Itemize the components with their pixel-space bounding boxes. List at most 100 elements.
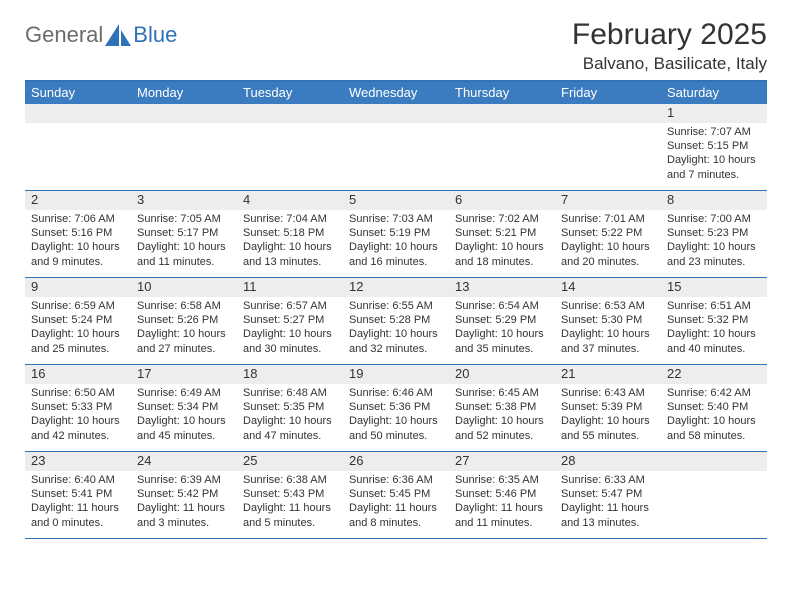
sunrise-text: Sunrise: 6:54 AM <box>455 299 549 313</box>
cell-info: Sunrise: 7:01 AMSunset: 5:22 PMDaylight:… <box>555 210 661 273</box>
cell-info: Sunrise: 6:33 AMSunset: 5:47 PMDaylight:… <box>555 471 661 534</box>
daylight-text: Daylight: 10 hours and 52 minutes. <box>455 414 549 443</box>
daylight-text: Daylight: 11 hours and 13 minutes. <box>561 501 655 530</box>
daylight-text: Daylight: 10 hours and 13 minutes. <box>243 240 337 269</box>
cell-info: Sunrise: 6:53 AMSunset: 5:30 PMDaylight:… <box>555 297 661 360</box>
daylight-text: Daylight: 10 hours and 23 minutes. <box>667 240 761 269</box>
day-header: Monday <box>131 82 237 104</box>
sunrise-text: Sunrise: 7:06 AM <box>31 212 125 226</box>
calendar-cell: 3Sunrise: 7:05 AMSunset: 5:17 PMDaylight… <box>131 191 237 277</box>
sunrise-text: Sunrise: 6:33 AM <box>561 473 655 487</box>
calendar-cell: 12Sunrise: 6:55 AMSunset: 5:28 PMDayligh… <box>343 278 449 364</box>
sunrise-text: Sunrise: 7:04 AM <box>243 212 337 226</box>
sunset-text: Sunset: 5:28 PM <box>349 313 443 327</box>
sunrise-text: Sunrise: 7:02 AM <box>455 212 549 226</box>
week-row: 9Sunrise: 6:59 AMSunset: 5:24 PMDaylight… <box>25 278 767 365</box>
sunset-text: Sunset: 5:26 PM <box>137 313 231 327</box>
calendar-cell: 7Sunrise: 7:01 AMSunset: 5:22 PMDaylight… <box>555 191 661 277</box>
sunset-text: Sunset: 5:35 PM <box>243 400 337 414</box>
sunrise-text: Sunrise: 6:42 AM <box>667 386 761 400</box>
cell-info: Sunrise: 6:45 AMSunset: 5:38 PMDaylight:… <box>449 384 555 447</box>
date-number: 20 <box>449 365 555 384</box>
sunset-text: Sunset: 5:18 PM <box>243 226 337 240</box>
calendar-cell: 13Sunrise: 6:54 AMSunset: 5:29 PMDayligh… <box>449 278 555 364</box>
cell-info: Sunrise: 6:35 AMSunset: 5:46 PMDaylight:… <box>449 471 555 534</box>
daylight-text: Daylight: 10 hours and 45 minutes. <box>137 414 231 443</box>
cell-info: Sunrise: 6:55 AMSunset: 5:28 PMDaylight:… <box>343 297 449 360</box>
calendar-cell: 18 Sunrise: 6:48 AMSunset: 5:35 PMDayligh… <box>237 365 343 451</box>
day-header: Thursday <box>449 82 555 104</box>
sunrise-text: Sunrise: 7:01 AM <box>561 212 655 226</box>
day-header: Friday <box>555 82 661 104</box>
sunset-text: Sunset: 5:36 PM <box>349 400 443 414</box>
daylight-text: Daylight: 11 hours and 3 minutes. <box>137 501 231 530</box>
cell-info: Sunrise: 7:02 AMSunset: 5:21 PMDaylight:… <box>449 210 555 273</box>
cell-info: Sunrise: 6:58 AMSunset: 5:26 PMDaylight:… <box>131 297 237 360</box>
sunrise-text: Sunrise: 6:48 AM <box>243 386 337 400</box>
date-number: 17 <box>131 365 237 384</box>
sunset-text: Sunset: 5:45 PM <box>349 487 443 501</box>
week-row: 16Sunrise: 6:50 AMSunset: 5:33 PMDayligh… <box>25 365 767 452</box>
calendar-cell: 26Sunrise: 6:36 AMSunset: 5:45 PMDayligh… <box>343 452 449 538</box>
date-number: 18 <box>237 365 343 384</box>
sunrise-text: Sunrise: 6:38 AM <box>243 473 337 487</box>
calendar-cell: 17Sunrise: 6:49 AMSunset: 5:34 PMDayligh… <box>131 365 237 451</box>
daylight-text: Daylight: 10 hours and 11 minutes. <box>137 240 231 269</box>
cell-info: Sunrise: 6:40 AMSunset: 5:41 PMDaylight:… <box>25 471 131 534</box>
date-number: 15 <box>661 278 767 297</box>
daylight-text: Daylight: 10 hours and 47 minutes. <box>243 414 337 443</box>
sunset-text: Sunset: 5:23 PM <box>667 226 761 240</box>
sunset-text: Sunset: 5:41 PM <box>31 487 125 501</box>
sunset-text: Sunset: 5:32 PM <box>667 313 761 327</box>
calendar-cell <box>661 452 767 538</box>
daylight-text: Daylight: 11 hours and 8 minutes. <box>349 501 443 530</box>
date-number: 22 <box>661 365 767 384</box>
sunrise-text: Sunrise: 7:05 AM <box>137 212 231 226</box>
daylight-text: Daylight: 11 hours and 11 minutes. <box>455 501 549 530</box>
cell-info: Sunrise: 6:50 AMSunset: 5:33 PMDaylight:… <box>25 384 131 447</box>
cell-info: Sunrise: 6:38 AMSunset: 5:43 PMDaylight:… <box>237 471 343 534</box>
sunrise-text: Sunrise: 7:00 AM <box>667 212 761 226</box>
date-number: 8 <box>661 191 767 210</box>
sunrise-text: Sunrise: 6:45 AM <box>455 386 549 400</box>
sunrise-text: Sunrise: 6:46 AM <box>349 386 443 400</box>
calendar-cell: 11Sunrise: 6:57 AMSunset: 5:27 PMDayligh… <box>237 278 343 364</box>
calendar-cell: 9Sunrise: 6:59 AMSunset: 5:24 PMDaylight… <box>25 278 131 364</box>
cell-info: Sunrise: 7:00 AMSunset: 5:23 PMDaylight:… <box>661 210 767 273</box>
calendar-cell <box>449 104 555 190</box>
date-number: 4 <box>237 191 343 210</box>
sunrise-text: Sunrise: 7:07 AM <box>667 125 761 139</box>
date-number: 19 <box>343 365 449 384</box>
date-number <box>25 104 131 123</box>
calendar-cell: 6Sunrise: 7:02 AMSunset: 5:21 PMDaylight… <box>449 191 555 277</box>
date-number: 11 <box>237 278 343 297</box>
daylight-text: Daylight: 10 hours and 30 minutes. <box>243 327 337 356</box>
sunset-text: Sunset: 5:46 PM <box>455 487 549 501</box>
weeks-container: 1Sunrise: 7:07 AMSunset: 5:15 PMDaylight… <box>25 104 767 539</box>
location: Balvano, Basilicate, Italy <box>572 54 767 74</box>
day-header: Wednesday <box>343 82 449 104</box>
sunset-text: Sunset: 5:40 PM <box>667 400 761 414</box>
week-row: 23Sunrise: 6:40 AMSunset: 5:41 PMDayligh… <box>25 452 767 539</box>
sunset-text: Sunset: 5:21 PM <box>455 226 549 240</box>
sunset-text: Sunset: 5:30 PM <box>561 313 655 327</box>
calendar-cell: 15Sunrise: 6:51 AMSunset: 5:32 PMDayligh… <box>661 278 767 364</box>
sunrise-text: Sunrise: 7:03 AM <box>349 212 443 226</box>
daylight-text: Daylight: 10 hours and 9 minutes. <box>31 240 125 269</box>
sunset-text: Sunset: 5:33 PM <box>31 400 125 414</box>
day-header: Saturday <box>661 82 767 104</box>
sunrise-text: Sunrise: 6:36 AM <box>349 473 443 487</box>
sunset-text: Sunset: 5:27 PM <box>243 313 337 327</box>
date-number <box>555 104 661 123</box>
sunset-text: Sunset: 5:19 PM <box>349 226 443 240</box>
cell-info: Sunrise: 6:57 AMSunset: 5:27 PMDaylight:… <box>237 297 343 360</box>
sunrise-text: Sunrise: 6:40 AM <box>31 473 125 487</box>
calendar-cell: 27Sunrise: 6:35 AMSunset: 5:46 PMDayligh… <box>449 452 555 538</box>
day-header: Tuesday <box>237 82 343 104</box>
cell-info: Sunrise: 7:07 AMSunset: 5:15 PMDaylight:… <box>661 123 767 186</box>
calendar-cell: 23Sunrise: 6:40 AMSunset: 5:41 PMDayligh… <box>25 452 131 538</box>
calendar-cell: 25Sunrise: 6:38 AMSunset: 5:43 PMDayligh… <box>237 452 343 538</box>
cell-info: Sunrise: 6:51 AMSunset: 5:32 PMDaylight:… <box>661 297 767 360</box>
date-number <box>343 104 449 123</box>
calendar-cell: 28Sunrise: 6:33 AMSunset: 5:47 PMDayligh… <box>555 452 661 538</box>
